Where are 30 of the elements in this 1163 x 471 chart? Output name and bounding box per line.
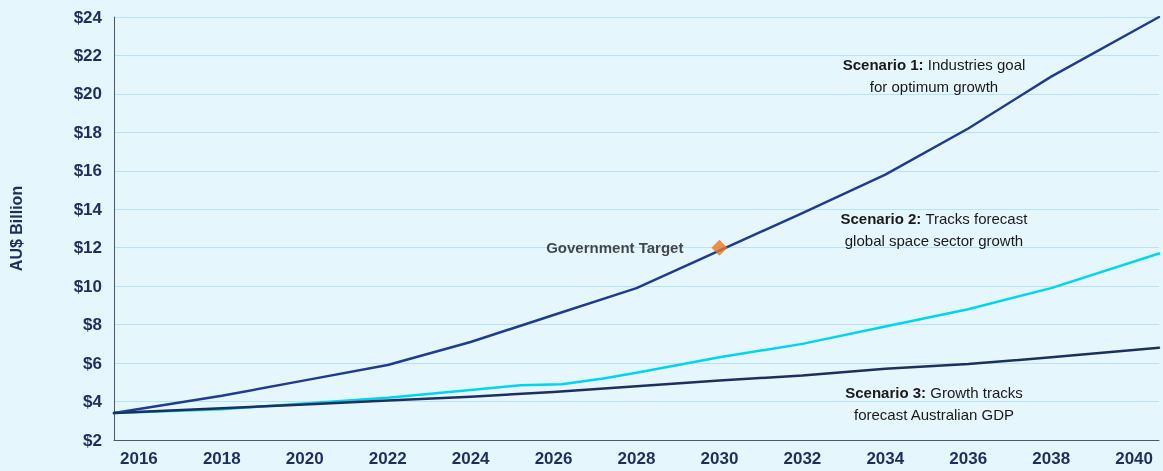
annotation: Scenario 3: Growth tracks forecast Australian GDP: [845, 383, 1023, 423]
x-tick-label: 2032: [783, 449, 822, 468]
y-tick-label: $6: [83, 353, 102, 373]
y-tick-label: $20: [73, 84, 102, 104]
x-tick-label: 2020: [285, 449, 324, 468]
y-tick-label: $4: [83, 392, 103, 412]
x-tick-label: 2026: [534, 449, 573, 468]
x-tick-label: 2028: [617, 449, 656, 468]
y-tick-label: $8: [83, 315, 102, 335]
y-tick-label: $22: [73, 45, 102, 65]
annotation: Scenario 2: Tracks forecast global space sector growth: [840, 209, 1029, 249]
x-tick-label: 2034: [866, 449, 905, 468]
y-axis-title: AU$ Billion: [7, 185, 25, 272]
y-tick-label: $10: [73, 276, 102, 296]
x-tick-label: 2018: [202, 449, 241, 468]
y-tick-label: $18: [73, 122, 102, 142]
y-tick-label: $14: [73, 199, 103, 219]
y-tick-label: $24: [73, 7, 103, 27]
y-tick-label: $16: [73, 161, 102, 181]
x-tick-label: 2022: [368, 449, 407, 468]
x-tick-label: 2038: [1032, 449, 1071, 468]
y-tick-label: $12: [73, 238, 102, 258]
x-tick-label: 2030: [700, 449, 739, 468]
annotation: Scenario 1: Industries goal for optimum growth: [842, 55, 1026, 95]
series-label: Government Target: [546, 239, 684, 257]
x-tick-label: 2036: [949, 449, 988, 468]
x-tick-label: 2024: [451, 449, 491, 468]
y-tick-label: $2: [83, 430, 102, 450]
x-tick-label: 2040: [1115, 449, 1154, 468]
x-tick-label: 2016: [119, 449, 158, 468]
